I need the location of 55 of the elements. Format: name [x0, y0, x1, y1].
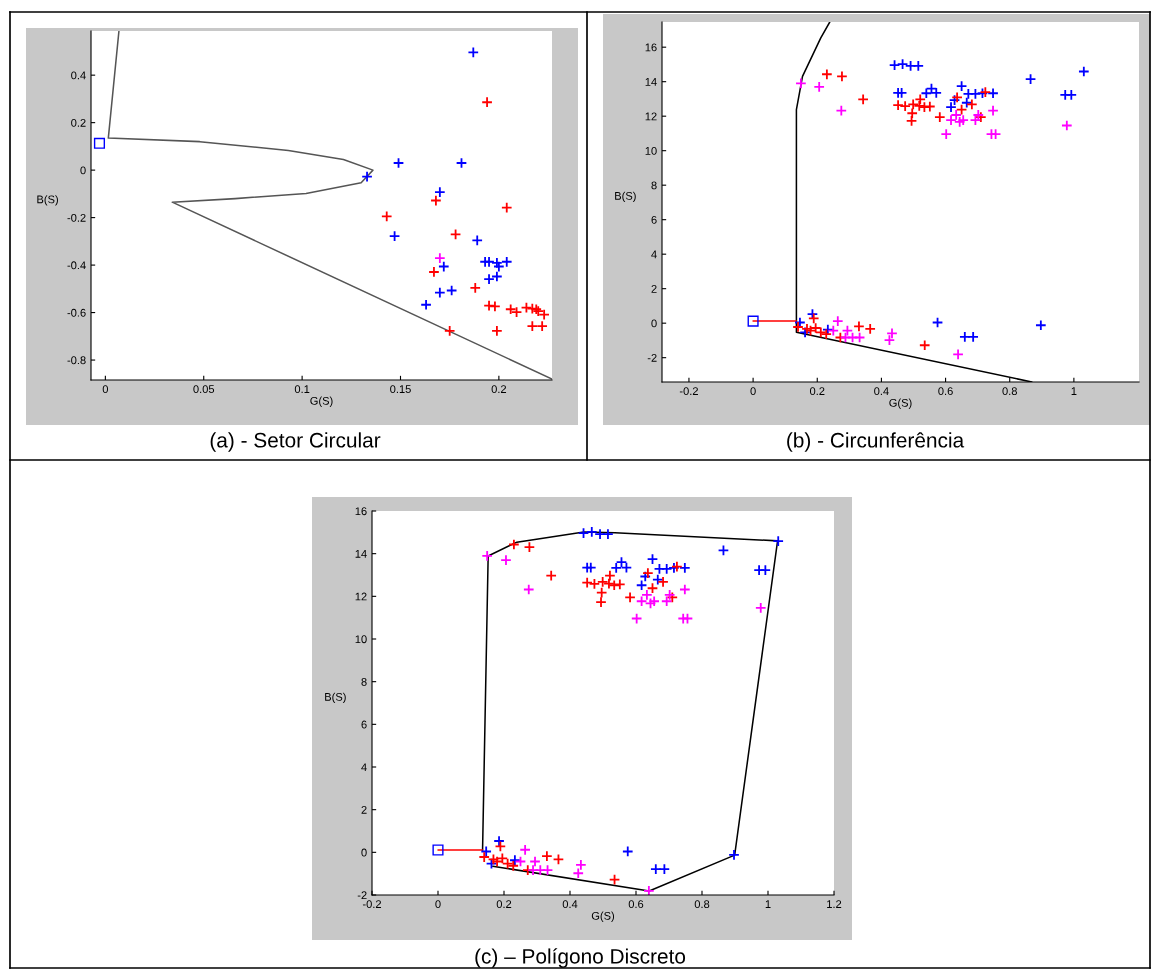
y-tick-label: 14	[355, 550, 367, 558]
y-tick-label: 8	[361, 677, 367, 686]
x-tick-label: 1	[1071, 387, 1077, 395]
text: (b) - Circunferência	[787, 432, 965, 452]
x-tick-label: 0.6	[628, 900, 644, 909]
y-axis-title: B(S)	[37, 195, 58, 206]
y-tick-label: -0.4	[67, 261, 86, 270]
y-tick-label: 0	[80, 166, 86, 175]
y-tick-label: 2	[361, 805, 367, 814]
y-tick-label: 12	[645, 112, 657, 121]
x-tick-label: 0.4	[874, 387, 889, 396]
y-tick-label: 12	[355, 592, 367, 601]
y-tick-label: 0.4	[71, 71, 86, 80]
y-tick-label: 4	[361, 763, 367, 772]
y-tick-label: -2	[357, 891, 367, 900]
x-tick-label: 0	[435, 900, 441, 909]
y-axis-title: B(S)	[325, 692, 346, 703]
x-tick-label: 0.15	[390, 385, 411, 394]
text: (c) – Polígono Discreto	[475, 948, 686, 968]
y-tick-label: 6	[361, 720, 367, 729]
y-tick-label: -2	[647, 353, 657, 362]
x-tick-label: 0.8	[694, 900, 710, 909]
y-tick-label: 0	[361, 848, 367, 857]
y-tick-label: 2	[651, 284, 657, 293]
text: (a) - Setor Circular	[210, 432, 381, 452]
y-axis-title: B(S)	[615, 191, 636, 202]
x-axis-title: G(S)	[889, 398, 912, 409]
x-tick-label: 0.4	[562, 900, 578, 909]
y-tick-label: -0.6	[67, 308, 86, 317]
x-tick-label: 0.8	[1002, 387, 1017, 396]
y-tick-label: 6	[651, 215, 657, 224]
y-tick-label: 0.2	[71, 118, 86, 127]
x-axis-title: G(S)	[310, 396, 333, 407]
x-tick-label: 0.05	[193, 385, 215, 394]
x-tick-label: 0.2	[496, 900, 512, 909]
x-axis-title: G(S)	[591, 911, 615, 922]
x-tick-label: 0.6	[938, 387, 953, 396]
y-tick-label: 8	[651, 181, 657, 190]
x-tick-label: 1.2	[827, 900, 842, 908]
y-tick-label: 0	[651, 319, 657, 328]
x-tick-label: 0	[102, 385, 109, 394]
y-tick-label: 16	[355, 507, 367, 516]
y-tick-label: 16	[645, 43, 657, 52]
x-tick-label: 0	[750, 387, 756, 396]
x-tick-label: 1	[765, 900, 771, 908]
y-tick-label: 10	[645, 146, 657, 155]
y-tick-label: 4	[651, 250, 657, 259]
y-tick-label: -0.2	[67, 213, 86, 222]
y-tick-label: -0.8	[67, 356, 86, 365]
y-tick-label: 10	[355, 635, 367, 644]
x-tick-label: 0.2	[809, 387, 825, 396]
x-tick-label: 0.1	[294, 385, 310, 394]
x-tick-label: 0.2	[491, 385, 507, 394]
x-tick-label: -0.2	[679, 387, 698, 396]
y-tick-label: 14	[645, 78, 657, 86]
